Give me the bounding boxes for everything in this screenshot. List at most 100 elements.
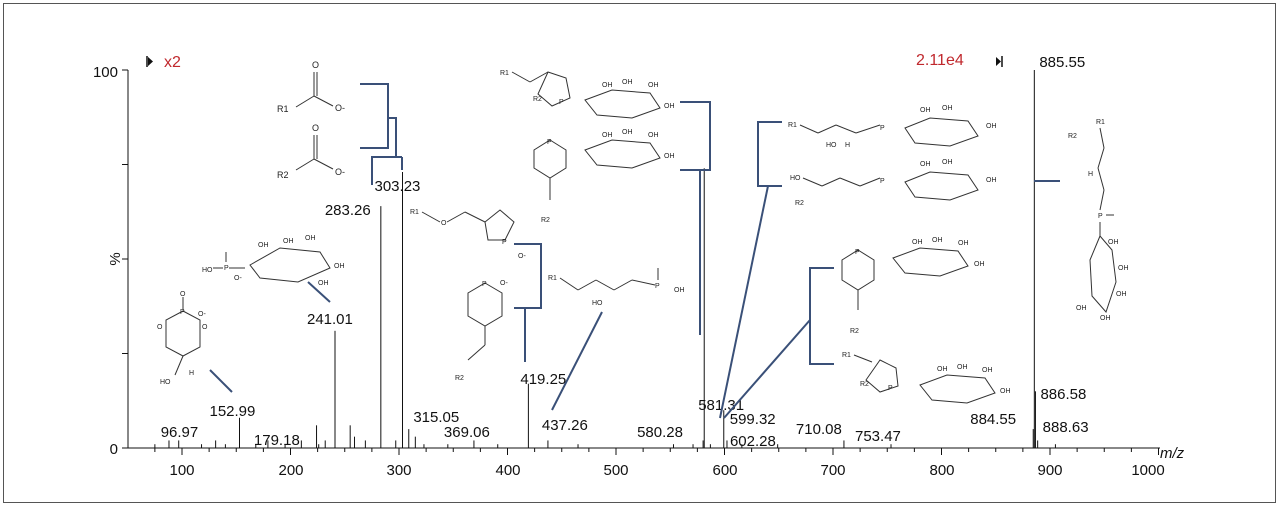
peak-label-437.26: 437.26 [542,417,588,434]
svg-text:O: O [441,220,447,227]
svg-text:O: O [202,324,208,331]
svg-text:OH: OH [622,129,633,136]
svg-text:HO: HO [826,142,837,149]
spectrum-peaks [154,70,1056,448]
y-tick-label-100: 100 [93,64,118,81]
svg-text:OH: OH [942,105,953,112]
svg-text:P: P [180,309,185,316]
svg-text:O-: O- [500,280,508,287]
y-axis-title: % [107,252,124,265]
svg-text:HO: HO [160,379,171,386]
svg-text:P: P [655,283,660,290]
svg-text:R1: R1 [277,104,289,114]
peak-label-581.31: 581.31 [698,397,744,414]
x-tick-label-400: 400 [495,462,520,479]
peak-label-884.55: 884.55 [970,411,1016,428]
svg-text:OH: OH [622,79,633,86]
svg-text:OH: OH [648,132,659,139]
svg-text:O-: O- [335,103,345,113]
lyso-glycerophosphate-structure: R1 P OH HO [548,268,685,307]
svg-text:OH: OH [674,287,685,294]
x-axis-title: m/z [1160,445,1185,462]
svg-text:R1: R1 [410,209,419,216]
svg-text:R2: R2 [860,381,869,388]
y-axis-ticks [122,69,128,449]
peak-label-599.32: 599.32 [730,411,776,428]
svg-text:H: H [845,142,850,149]
svg-text:P: P [1098,213,1103,220]
y-tick-label-0: 0 [110,441,118,458]
zoom-start-marker-icon [148,57,153,66]
svg-text:OH: OH [920,107,931,114]
peak-label-179.18: 179.18 [254,432,300,449]
x-tick-label-700: 700 [820,462,845,479]
svg-text:R2: R2 [277,170,289,180]
svg-text:OH: OH [1108,239,1119,246]
svg-text:OH: OH [982,367,993,374]
svg-text:O-: O- [198,311,206,318]
svg-text:P: P [502,239,507,246]
peak-label-753.47: 753.47 [855,428,901,445]
svg-text:R2: R2 [455,375,464,382]
svg-text:HO: HO [790,175,801,182]
svg-text:R1: R1 [842,352,851,359]
svg-text:OH: OH [986,123,997,130]
svg-text:O: O [312,60,319,70]
svg-text:OH: OH [648,82,659,89]
x-tick-label-800: 800 [929,462,954,479]
peak-label-419.25: 419.25 [520,371,566,388]
svg-text:R1: R1 [788,122,797,129]
svg-text:R2: R2 [533,96,542,103]
x-tick-label-500: 500 [603,462,628,479]
zoom-factor-label: x2 [164,54,181,71]
svg-text:OH: OH [986,177,997,184]
inositol-phosphate-structure: HO P O- OH OH OH OH OH [202,235,345,287]
x-tick-label-300: 300 [386,462,411,479]
svg-text:OH: OH [1000,388,1011,395]
svg-text:O: O [312,123,319,133]
svg-text:OH: OH [664,103,675,110]
peak-label-885.55: 885.55 [1039,54,1085,71]
peak-label-152.99: 152.99 [209,403,255,420]
svg-text:HO: HO [202,267,213,274]
svg-text:P: P [855,249,860,256]
svg-text:OH: OH [334,263,345,270]
svg-text:OH: OH [1116,291,1127,298]
fragment-assignment-connectors [209,83,1060,419]
figure-border [3,3,1276,503]
svg-text:OH: OH [1118,265,1129,272]
cyclic-inositol-structures-top: R1 P R2 OH OH OH OH P OH OH OH OH R2 [500,70,675,224]
svg-text:OH: OH [958,240,969,247]
svg-text:R2: R2 [795,200,804,207]
peak-label-710.08: 710.08 [796,421,842,438]
svg-text:P: P [880,125,885,132]
x-tick-label-900: 900 [1037,462,1062,479]
svg-text:HO: HO [592,300,603,307]
svg-text:OH: OH [920,161,931,168]
x-axis-tick-labels: 100 200 300 400 500 600 700 800 900 1000 [169,462,1164,479]
svg-text:P: P [482,281,487,288]
peak-label-241.01: 241.01 [307,311,353,328]
peak-label-580.28: 580.28 [637,424,683,441]
peak-label-369.06: 369.06 [444,424,490,441]
svg-text:R2: R2 [850,328,859,335]
svg-text:O: O [157,324,163,331]
zoom-end-marker-icon [996,57,1001,66]
peak-label-886.58: 886.58 [1040,386,1086,403]
svg-text:R2: R2 [541,217,550,224]
peak-label-303.23: 303.23 [375,178,421,195]
svg-text:OH: OH [305,235,316,242]
glycerophospho-cyclic-structure-a: R1 O P O- P O- R2 [410,209,526,382]
svg-text:R1: R1 [500,70,509,77]
svg-text:OH: OH [957,364,968,371]
svg-text:P: P [880,178,885,185]
x-tick-label-600: 600 [712,462,737,479]
svg-text:R1: R1 [548,275,557,282]
svg-text:O: O [180,291,186,298]
svg-text:P: P [224,265,229,272]
svg-text:OH: OH [937,366,948,373]
svg-text:OH: OH [974,261,985,268]
svg-text:R2: R2 [1068,133,1077,140]
svg-text:OH: OH [602,82,613,89]
